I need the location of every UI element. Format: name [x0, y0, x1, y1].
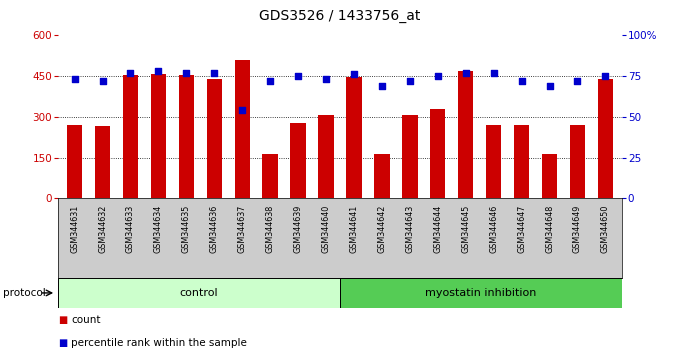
- Point: [405, 78, 415, 84]
- Point: [69, 76, 80, 82]
- Bar: [486, 125, 501, 198]
- Bar: [346, 77, 362, 198]
- Bar: [374, 154, 390, 198]
- Point: [209, 70, 220, 76]
- Text: GSM344644: GSM344644: [433, 205, 442, 253]
- Text: GSM344639: GSM344639: [294, 205, 303, 253]
- Bar: [58, 278, 340, 308]
- Bar: [458, 71, 473, 198]
- Text: GSM344642: GSM344642: [377, 205, 386, 253]
- Point: [292, 73, 303, 79]
- Point: [572, 78, 583, 84]
- Text: GSM344648: GSM344648: [545, 205, 554, 253]
- Point: [488, 70, 499, 76]
- Point: [377, 83, 388, 89]
- Text: GSM344638: GSM344638: [266, 205, 275, 253]
- Point: [544, 83, 555, 89]
- Point: [237, 108, 248, 113]
- Point: [153, 68, 164, 74]
- Bar: [318, 115, 334, 198]
- Text: GSM344641: GSM344641: [350, 205, 358, 253]
- Point: [125, 70, 136, 76]
- Text: GSM344632: GSM344632: [98, 205, 107, 253]
- Point: [265, 78, 275, 84]
- Text: GSM344636: GSM344636: [209, 205, 219, 253]
- Bar: [402, 115, 418, 198]
- Text: GSM344635: GSM344635: [182, 205, 191, 253]
- Text: GSM344633: GSM344633: [126, 205, 135, 253]
- Bar: [340, 278, 622, 308]
- Bar: [179, 75, 194, 198]
- Point: [432, 73, 443, 79]
- Text: protocol: protocol: [3, 288, 46, 298]
- Text: GSM344649: GSM344649: [573, 205, 582, 253]
- Bar: [430, 109, 445, 198]
- Point: [349, 72, 360, 77]
- Text: GSM344643: GSM344643: [405, 205, 414, 253]
- Text: myostatin inhibition: myostatin inhibition: [426, 288, 537, 298]
- Text: GSM344647: GSM344647: [517, 205, 526, 253]
- Point: [516, 78, 527, 84]
- Text: GSM344634: GSM344634: [154, 205, 163, 253]
- Text: GSM344646: GSM344646: [489, 205, 498, 253]
- Point: [600, 73, 611, 79]
- Point: [97, 78, 108, 84]
- Text: control: control: [180, 288, 218, 298]
- Bar: [570, 125, 585, 198]
- Text: ■: ■: [58, 315, 67, 325]
- Text: GSM344645: GSM344645: [461, 205, 471, 253]
- Bar: [514, 125, 529, 198]
- Bar: [67, 125, 82, 198]
- Text: GSM344650: GSM344650: [601, 205, 610, 253]
- Bar: [123, 75, 138, 198]
- Bar: [542, 154, 557, 198]
- Text: percentile rank within the sample: percentile rank within the sample: [71, 338, 248, 348]
- Point: [320, 76, 331, 82]
- Bar: [598, 79, 613, 198]
- Point: [460, 70, 471, 76]
- Bar: [235, 60, 250, 198]
- Text: count: count: [71, 315, 101, 325]
- Bar: [95, 126, 110, 198]
- Bar: [207, 79, 222, 198]
- Text: GDS3526 / 1433756_at: GDS3526 / 1433756_at: [259, 9, 421, 23]
- Text: GSM344637: GSM344637: [238, 205, 247, 253]
- Text: GSM344631: GSM344631: [70, 205, 79, 253]
- Bar: [151, 74, 166, 198]
- Text: GSM344640: GSM344640: [322, 205, 330, 253]
- Bar: [262, 154, 278, 198]
- Point: [181, 70, 192, 76]
- Text: ■: ■: [58, 338, 67, 348]
- Bar: [290, 123, 306, 198]
